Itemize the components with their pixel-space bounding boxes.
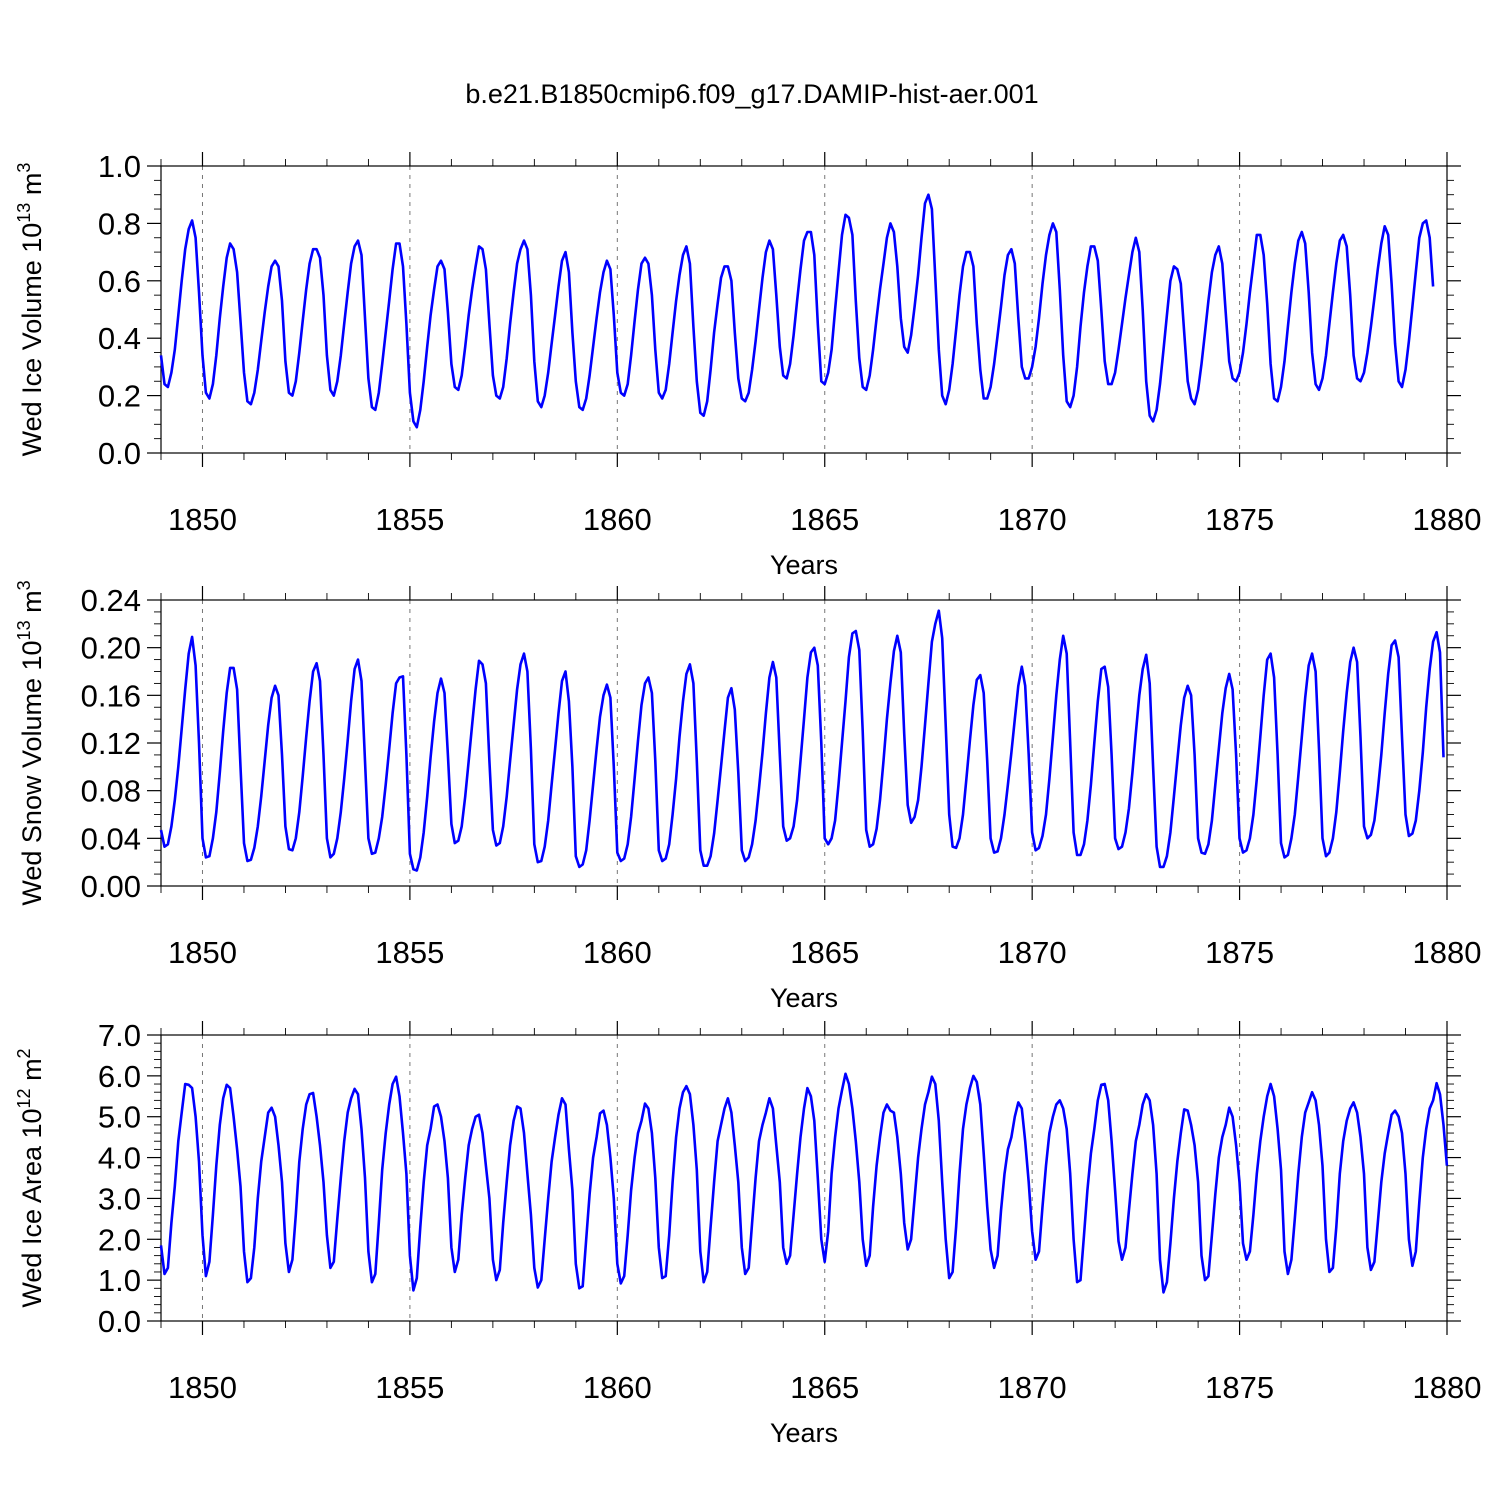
x-tick-label: 1870 — [998, 502, 1067, 537]
x-tick-label: 1880 — [1413, 935, 1482, 970]
y-tick-label: 0.08 — [81, 774, 141, 809]
x-axis-title: Years — [770, 983, 838, 1013]
x-tick-label: 1860 — [583, 935, 652, 970]
x-tick-label: 1870 — [998, 935, 1067, 970]
x-axis-title: Years — [770, 1418, 838, 1448]
series-line-snow-volume — [159, 609, 1445, 872]
plot-frame — [160, 599, 1448, 887]
plot-frame — [160, 165, 1448, 454]
x-tick-label: 1875 — [1205, 935, 1274, 970]
x-tick-label: 1865 — [790, 502, 859, 537]
y-tick-label: 4.0 — [98, 1141, 141, 1176]
y-tick-label: 1.0 — [98, 1263, 141, 1298]
x-tick-label: 1875 — [1205, 502, 1274, 537]
y-tick-label: 0.04 — [81, 821, 141, 856]
figure-title: b.e21.B1850cmip6.f09_g17.DAMIP-hist-aer.… — [465, 79, 1038, 109]
y-axis-title: Wed Snow Volume 1013 m3 — [14, 580, 47, 905]
x-tick-label: 1850 — [168, 935, 237, 970]
y-tick-label: 0.12 — [81, 726, 141, 761]
y-axis-title: Wed Ice Volume 1013 m3 — [14, 163, 47, 457]
y-tick-label: 0.20 — [81, 631, 141, 666]
y-tick-label: 5.0 — [98, 1100, 141, 1135]
y-tick-label: 0.16 — [81, 678, 141, 713]
y-tick-label: 0.24 — [81, 583, 141, 618]
y-axis-title: Wed Ice Area 1012 m2 — [14, 1048, 47, 1307]
y-tick-label: 7.0 — [98, 1018, 141, 1053]
y-tick-label: 0.6 — [98, 264, 141, 299]
panel-ice-volume: 1850 1855 1860 1865 1870 1875 1880 Years 0.0 0.2 0… — [14, 149, 1481, 580]
x-tick-label: 1860 — [583, 1370, 652, 1405]
y-tick-label: 0.0 — [98, 436, 141, 471]
x-tick-label: 1850 — [168, 502, 237, 537]
x-tick-label: 1870 — [998, 1370, 1067, 1405]
y-tick-label: 0.00 — [81, 869, 141, 904]
panel-snow-volume: 1850 1855 1860 1865 1870 1875 1880 Years 0.00 0.0… — [14, 580, 1481, 1013]
x-tick-label: 1880 — [1413, 1370, 1482, 1405]
y-tick-label: 0.4 — [98, 321, 141, 356]
x-tick-label: 1865 — [790, 1370, 859, 1405]
y-tick-label: 3.0 — [98, 1181, 141, 1216]
y-tick-label: 0.0 — [98, 1304, 141, 1339]
plot-frame — [160, 1034, 1448, 1322]
x-tick-label: 1875 — [1205, 1370, 1274, 1405]
x-tick-label: 1855 — [375, 502, 444, 537]
series-line-ice-volume — [159, 193, 1435, 429]
x-tick-label: 1860 — [583, 502, 652, 537]
y-tick-label: 1.0 — [98, 149, 141, 184]
x-axis-title: Years — [770, 550, 838, 580]
x-tick-label: 1855 — [375, 1370, 444, 1405]
x-tick-label: 1865 — [790, 935, 859, 970]
x-tick-label: 1855 — [375, 935, 444, 970]
y-tick-label: 0.2 — [98, 379, 141, 414]
y-tick-label: 2.0 — [98, 1222, 141, 1257]
panel-ice-area: 1850 1855 1860 1865 1870 1875 1880 Years 0.0 1.0 2… — [14, 1018, 1481, 1448]
x-tick-label: 1880 — [1413, 502, 1482, 537]
y-tick-label: 6.0 — [98, 1059, 141, 1094]
y-tick-label: 0.8 — [98, 206, 141, 241]
x-tick-label: 1850 — [168, 1370, 237, 1405]
series-line-ice-area — [159, 1072, 1449, 1294]
